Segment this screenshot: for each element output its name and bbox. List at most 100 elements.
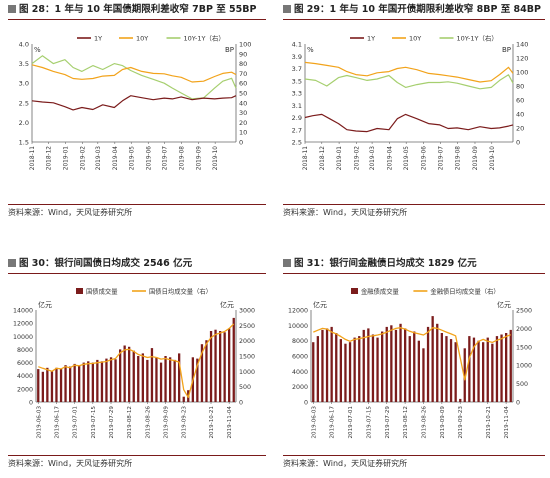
y-left-tick-label: 12000 [13, 321, 33, 328]
bar [449, 339, 453, 402]
chart-treasury-volume: 1400012000100008000600040002000030002500… [13, 287, 255, 439]
y-right-tick-label: 50 [239, 90, 247, 98]
bar [96, 359, 99, 402]
x-tick-label: 2019-02 [354, 146, 360, 171]
x-tick-label: 2019-08-12 [403, 406, 409, 439]
bar [214, 329, 217, 402]
legend-label: 10Y-1Y（右） [457, 34, 498, 43]
x-tick-label: 2019-07-01 [73, 406, 79, 439]
y-right-tick-label: 60 [516, 97, 524, 105]
series-line-1Y [304, 113, 514, 133]
chart-source: 资料来源：Wind，天风证券研究所 [283, 208, 408, 217]
title-marker-icon [8, 259, 16, 267]
y-left-tick-label: 3.3 [292, 90, 302, 98]
x-tick-label: 2019-06-17 [54, 406, 60, 439]
bar [431, 316, 434, 402]
x-tick-label: 2019-09-23 [458, 406, 464, 439]
x-tick-label: 2019-10-21 [486, 406, 492, 439]
y-right-tick-label: 20 [516, 125, 524, 133]
bar [137, 356, 140, 402]
bar [141, 353, 144, 402]
bar [468, 336, 471, 402]
y-right-tick-label: 80 [239, 60, 247, 68]
bar [200, 344, 204, 402]
bar [196, 358, 199, 402]
x-tick-label: 2019-06 [422, 146, 428, 171]
x-tick-label: 2019-03 [370, 146, 376, 171]
y-left-tick-label: 2.7 [292, 126, 302, 134]
x-tick-label: 2018-12 [320, 146, 326, 171]
y-right-tick-label: 0 [516, 139, 520, 147]
series-line-10Y [31, 64, 237, 83]
series-line-10Y-1Y（右） [31, 55, 237, 100]
legend-label: 金融债成交量 [361, 287, 399, 296]
bar [344, 343, 347, 402]
title-marker-icon [8, 5, 16, 13]
bar [232, 317, 235, 402]
x-tick-label: 2019-08 [456, 146, 462, 171]
chart-title: 图 29：1 年与 10 年国开债期限利差收窄 8BP 至 84BP [283, 2, 541, 18]
bar [91, 362, 94, 402]
bar [128, 346, 131, 402]
y-right-tick-label: 1500 [516, 344, 532, 351]
y-right-tick-label: 60 [239, 80, 247, 88]
y-right-tick-label: 90 [239, 50, 247, 58]
chart-title-text: 图 31：银行间金融债日均成交 1829 亿元 [294, 258, 477, 269]
y-left-tick-label: 4000 [17, 373, 33, 380]
legend-label: 10Y-1Y（右） [184, 34, 225, 43]
chart-panel-policy-bank-spread: 图 29：1 年与 10 年国开债期限利差收窄 8BP 至 84BP 4.1 3.… [283, 2, 545, 224]
x-tick-label: 2019-10-21 [209, 406, 215, 439]
y-left-tick-label: 8000 [17, 347, 33, 354]
chart-title: 图 31：银行间金融债日均成交 1829 亿元 [283, 256, 477, 272]
bar [146, 359, 149, 402]
y-right-unit: 亿元 [220, 300, 234, 309]
x-tick-label: 2019-08-12 [127, 406, 133, 439]
y-left-tick-label: 4000 [292, 369, 308, 376]
bar [477, 340, 480, 402]
source-rule [283, 204, 545, 205]
y-left-tick-label: 3.1 [292, 102, 302, 110]
y-right-tick-label: 80 [516, 83, 524, 91]
x-tick-label: 2019-08-26 [145, 406, 151, 439]
bar [509, 329, 512, 402]
series-line-金融债日均成交量（右） [313, 327, 511, 381]
y-left-tick-label: 12000 [288, 308, 308, 315]
bar [358, 336, 361, 402]
bar [150, 348, 154, 402]
bar [348, 342, 352, 402]
x-tick-label: 2019-01 [63, 146, 69, 171]
chart-title-text: 图 30：银行间国债日均成交 2546 亿元 [19, 258, 193, 269]
title-marker-icon [283, 259, 291, 267]
series-line-10Y-1Y（右） [304, 74, 514, 90]
bar [223, 332, 226, 402]
bar [505, 333, 508, 402]
bar [353, 337, 356, 402]
bar [385, 326, 388, 402]
bar [426, 326, 430, 402]
y-right-tick-label: 1000 [239, 369, 255, 376]
bar [459, 398, 462, 402]
bar [422, 348, 425, 402]
x-tick-label: 2019-06-03 [311, 406, 317, 439]
y-right-tick-label: 1000 [516, 363, 532, 370]
bar [335, 333, 338, 402]
bar [100, 361, 104, 402]
x-tick-label: 2019-11-04 [504, 406, 510, 439]
bar [105, 358, 108, 402]
y-left-tick-label: 3.0 [19, 80, 29, 88]
x-tick-label: 2019-07-29 [109, 406, 115, 439]
chart-policy-bank-spread: 4.1 3.9 3.7 3.5 3.3 3.1 2.9 2.7 2.5 140 120 100 80 60… [292, 34, 529, 171]
chart-title: 图 28：1 年与 10 年国债期限利差收窄 7BP 至 55BP [8, 2, 256, 18]
x-tick-label: 2019-07 [163, 146, 169, 171]
bar [362, 329, 365, 402]
bar [376, 337, 379, 402]
bar [173, 359, 176, 402]
title-rule [8, 19, 266, 20]
x-tick-label: 2018-12 [46, 146, 52, 171]
bar [159, 362, 163, 402]
y-left-unit: 亿元 [313, 300, 327, 309]
x-tick-label: 2019-11-04 [227, 406, 233, 439]
x-tick-label: 2019-05 [404, 146, 410, 171]
y-left-tick-label: 2.9 [292, 114, 302, 122]
y-left-tick-label: 3.5 [19, 60, 29, 68]
